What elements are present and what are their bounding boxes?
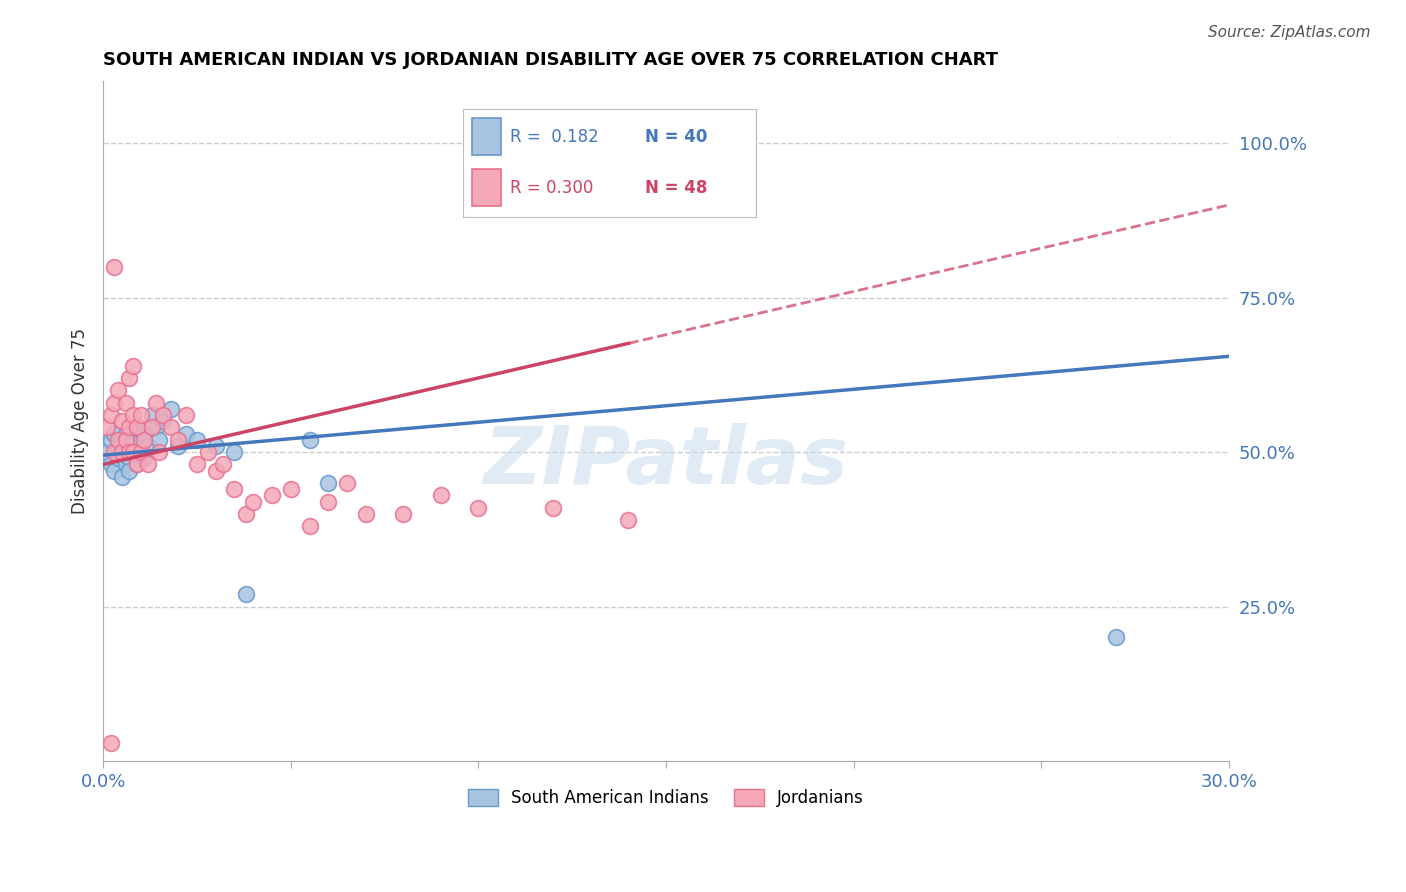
Point: [655, 142, 678, 156]
Point: [96, 420, 118, 434]
Text: ZIPatlas: ZIPatlas: [484, 423, 849, 501]
Point: [141, 420, 163, 434]
Point: [235, 587, 257, 601]
Point: [174, 408, 197, 422]
Point: [125, 458, 148, 472]
Point: [103, 464, 125, 478]
Point: [122, 433, 145, 447]
Point: [118, 445, 141, 459]
Point: [100, 408, 122, 422]
Point: [1105, 631, 1128, 645]
Point: [129, 408, 152, 422]
Point: [103, 445, 125, 459]
Point: [114, 433, 136, 447]
Point: [148, 445, 170, 459]
Point: [122, 445, 145, 459]
Point: [159, 420, 181, 434]
Y-axis label: Disability Age Over 75: Disability Age Over 75: [72, 328, 89, 514]
Point: [100, 458, 122, 472]
Text: Source: ZipAtlas.com: Source: ZipAtlas.com: [1208, 25, 1371, 40]
Point: [96, 445, 118, 459]
Point: [298, 433, 321, 447]
Point: [111, 470, 134, 484]
Point: [111, 445, 134, 459]
Point: [316, 475, 339, 490]
Point: [224, 445, 246, 459]
Point: [336, 475, 359, 490]
Point: [114, 458, 136, 472]
Point: [167, 439, 190, 453]
Point: [100, 433, 122, 447]
Point: [103, 395, 125, 409]
Point: [354, 507, 377, 521]
Point: [107, 433, 129, 447]
Point: [152, 414, 174, 428]
Point: [186, 433, 208, 447]
Point: [136, 458, 159, 472]
Point: [134, 426, 156, 441]
Point: [617, 513, 640, 527]
Point: [100, 735, 122, 749]
Point: [260, 488, 283, 502]
Point: [136, 439, 159, 453]
Point: [125, 420, 148, 434]
Point: [122, 445, 145, 459]
Point: [125, 420, 148, 434]
Point: [430, 488, 453, 502]
Point: [129, 433, 152, 447]
Point: [186, 458, 208, 472]
Point: [114, 395, 136, 409]
Point: [174, 426, 197, 441]
Point: [197, 445, 219, 459]
Point: [103, 426, 125, 441]
Point: [129, 445, 152, 459]
Text: SOUTH AMERICAN INDIAN VS JORDANIAN DISABILITY AGE OVER 75 CORRELATION CHART: SOUTH AMERICAN INDIAN VS JORDANIAN DISAB…: [103, 51, 998, 69]
Point: [152, 408, 174, 422]
Point: [134, 433, 156, 447]
Point: [235, 507, 257, 521]
Point: [125, 458, 148, 472]
Point: [111, 433, 134, 447]
Point: [114, 445, 136, 459]
Point: [118, 464, 141, 478]
Point: [145, 395, 167, 409]
Point: [242, 494, 264, 508]
Point: [467, 500, 489, 515]
Point: [204, 439, 226, 453]
Point: [543, 500, 565, 515]
Point: [224, 482, 246, 496]
Point: [298, 519, 321, 533]
Point: [141, 408, 163, 422]
Point: [167, 433, 190, 447]
Point: [114, 426, 136, 441]
Point: [118, 439, 141, 453]
Point: [107, 439, 129, 453]
Point: [111, 445, 134, 459]
Point: [122, 359, 145, 373]
Point: [280, 482, 302, 496]
Legend: South American Indians, Jordanians: South American Indians, Jordanians: [461, 782, 870, 814]
Point: [316, 494, 339, 508]
Point: [129, 445, 152, 459]
Point: [118, 451, 141, 466]
Point: [392, 507, 415, 521]
Point: [118, 371, 141, 385]
Point: [134, 451, 156, 466]
Point: [145, 420, 167, 434]
Point: [212, 458, 235, 472]
Point: [148, 433, 170, 447]
Point: [103, 260, 125, 274]
Point: [107, 384, 129, 398]
Point: [111, 414, 134, 428]
Point: [118, 420, 141, 434]
Point: [159, 401, 181, 416]
Point: [122, 408, 145, 422]
Point: [204, 464, 226, 478]
Point: [107, 451, 129, 466]
